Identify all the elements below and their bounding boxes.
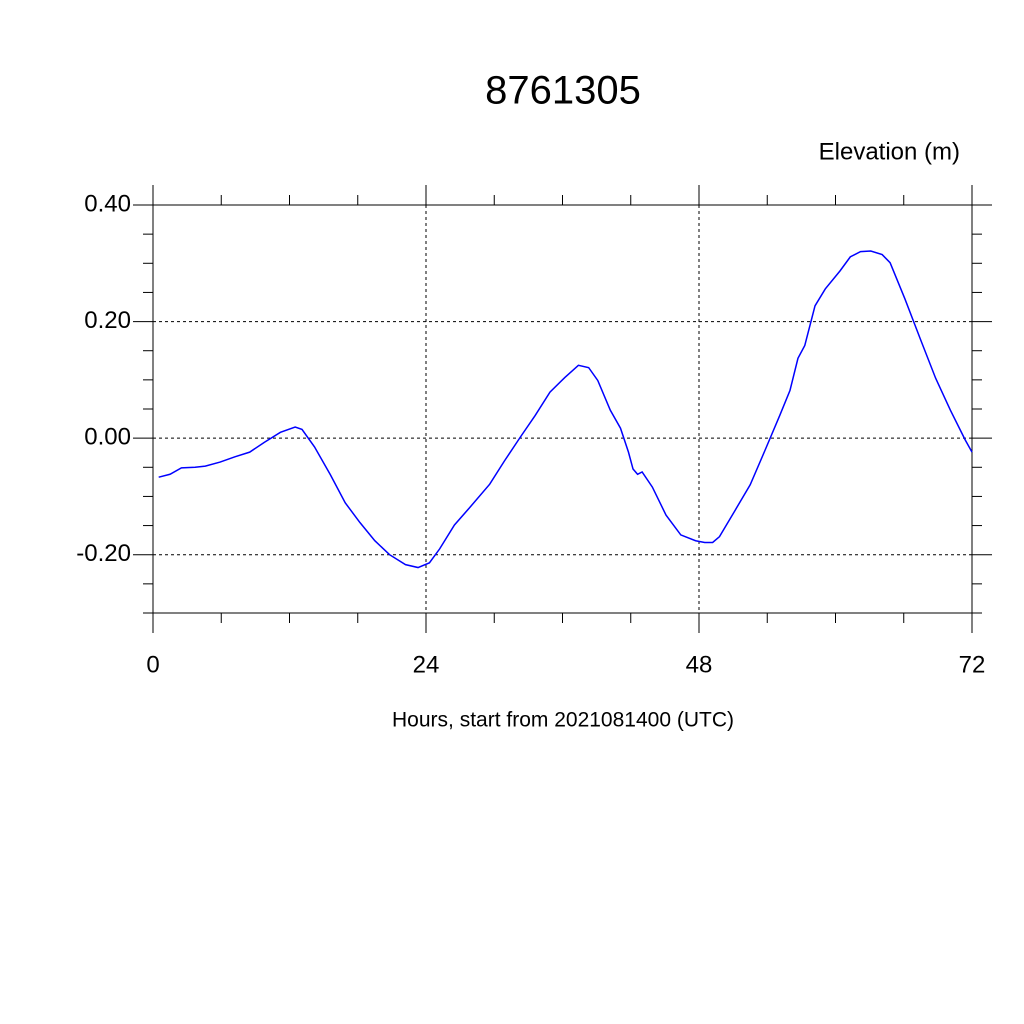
y-tick-label: 0.00 xyxy=(84,423,131,450)
data-line xyxy=(158,250,973,569)
x-tick-label: 48 xyxy=(686,651,713,678)
plot-frame xyxy=(152,204,973,614)
y-axis-label: Elevation (m) xyxy=(819,138,960,165)
y-tick-label: 0.20 xyxy=(84,307,131,334)
x-tick-label: 72 xyxy=(959,651,986,678)
x-tick-label: 0 xyxy=(146,651,159,678)
x-axis-label: Hours, start from 2021081400 (UTC) xyxy=(392,709,734,732)
y-tick-label: 0.40 xyxy=(84,190,131,217)
y-tick-label: -0.20 xyxy=(76,540,131,567)
x-tick-label: 24 xyxy=(413,651,440,678)
chart-title: 8761305 xyxy=(485,69,641,113)
